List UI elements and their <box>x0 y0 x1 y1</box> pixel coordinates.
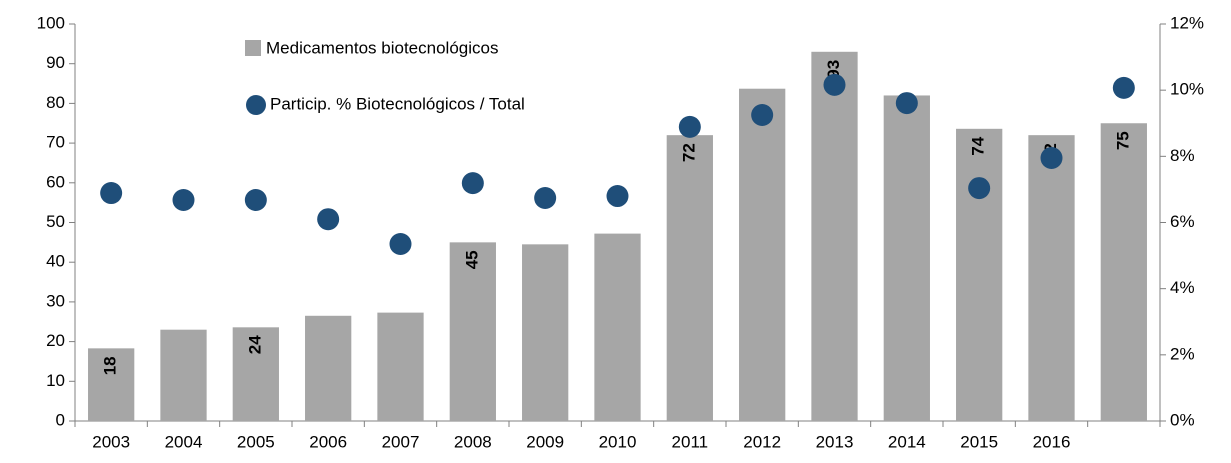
data-label: 72 <box>679 143 698 162</box>
bar <box>449 242 496 421</box>
y-tick-label: 20 <box>46 331 65 350</box>
y-tick-label: 40 <box>46 252 65 271</box>
bar <box>1100 123 1147 421</box>
bar <box>1028 135 1075 421</box>
dot <box>244 189 267 212</box>
bar <box>232 327 279 421</box>
y-tick-label: 100 <box>37 13 65 32</box>
legend-label: Particip. % Biotecnológicos / Total <box>270 94 525 113</box>
bar <box>956 128 1003 422</box>
x-tick-label: 2013 <box>816 432 854 451</box>
x-tick-label: 2014 <box>888 432 926 451</box>
bar <box>88 348 135 421</box>
bar <box>739 88 786 421</box>
y-tick-label: 90 <box>46 53 65 72</box>
dot <box>317 208 340 231</box>
y2-tick-label: 4% <box>1170 278 1195 297</box>
x-tick-label: 2007 <box>382 432 420 451</box>
y-tick-label: 70 <box>46 133 65 152</box>
y-tick-label: 30 <box>46 291 65 310</box>
y-tick-label: 0 <box>56 410 65 429</box>
bar <box>594 233 641 421</box>
dot <box>1112 76 1135 99</box>
dot <box>968 177 991 200</box>
y2-tick-label: 8% <box>1170 146 1195 165</box>
x-tick-label: 2008 <box>454 432 492 451</box>
dot <box>100 182 123 205</box>
data-label: 45 <box>462 250 481 269</box>
bar <box>811 51 858 421</box>
data-label: 74 <box>969 136 988 155</box>
y-tick-label: 60 <box>46 172 65 191</box>
bar <box>666 135 713 421</box>
dot <box>895 92 918 115</box>
y2-tick-label: 10% <box>1170 80 1204 99</box>
x-tick-label: 2004 <box>165 432 203 451</box>
legend-swatch <box>246 95 266 115</box>
y2-tick-label: 6% <box>1170 212 1195 231</box>
dot <box>461 172 484 195</box>
x-tick-label: 2006 <box>309 432 347 451</box>
x-tick-label: 2012 <box>743 432 781 451</box>
bar <box>883 95 930 422</box>
dot <box>678 115 701 138</box>
dot <box>751 103 774 126</box>
dot <box>1040 146 1063 169</box>
dot <box>172 189 195 212</box>
x-tick-label: 2003 <box>92 432 130 451</box>
y-tick-label: 50 <box>46 212 65 231</box>
data-label: 24 <box>245 335 264 354</box>
dot <box>534 187 557 210</box>
data-label: 93 <box>824 60 843 79</box>
bar <box>160 329 207 421</box>
dot <box>606 185 629 208</box>
dot <box>823 73 846 96</box>
data-label: 75 <box>1113 131 1132 150</box>
x-tick-label: 2010 <box>599 432 637 451</box>
x-tick-label: 2011 <box>672 432 709 451</box>
x-tick-label: 2016 <box>1033 432 1071 451</box>
x-tick-label: 2005 <box>237 432 275 451</box>
bar <box>377 312 424 421</box>
y2-tick-label: 12% <box>1170 13 1204 32</box>
dot <box>389 233 412 256</box>
bar <box>522 244 569 421</box>
data-label: 18 <box>101 356 120 375</box>
y-tick-label: 80 <box>46 93 65 112</box>
x-tick-label: 2015 <box>960 432 998 451</box>
y2-tick-label: 2% <box>1170 344 1195 363</box>
y2-tick-label: 0% <box>1170 410 1195 429</box>
y-tick-label: 10 <box>46 371 65 390</box>
x-tick-label: 2009 <box>526 432 564 451</box>
bar <box>305 315 352 421</box>
legend-swatch <box>245 40 261 56</box>
legend-label: Medicamentos biotecnológicos <box>266 38 498 57</box>
